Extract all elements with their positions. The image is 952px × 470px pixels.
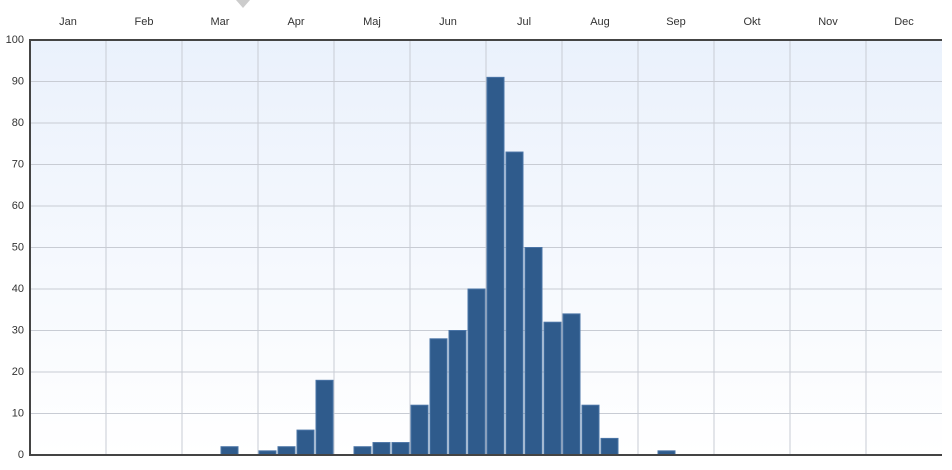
bar (296, 429, 315, 456)
bar (277, 446, 296, 456)
bar (581, 404, 600, 456)
bar (429, 338, 448, 456)
bar (448, 330, 467, 456)
x-tick-label: Jun (439, 16, 457, 28)
y-tick-label: 70 (12, 158, 24, 170)
bar (391, 442, 410, 456)
x-tick-label: Mar (211, 16, 230, 28)
x-tick-label: Feb (135, 16, 154, 28)
pointer (236, 0, 250, 8)
y-tick-label: 20 (12, 366, 24, 378)
x-tick-label: Jul (517, 16, 531, 28)
x-tick-label: Jan (59, 16, 77, 28)
x-tick-label: Okt (743, 16, 760, 28)
y-tick-label: 10 (12, 407, 24, 419)
x-tick-label: Apr (287, 16, 304, 28)
bar (486, 76, 505, 456)
y-tick-label: 60 (12, 200, 24, 212)
bar (220, 446, 239, 456)
bar (467, 288, 486, 456)
bar (372, 442, 391, 456)
axis-frame (29, 39, 942, 456)
y-tick-label: 90 (12, 75, 24, 87)
x-tick-label: Nov (818, 16, 838, 28)
x-tick-label: Dec (894, 16, 914, 28)
y-tick-label: 40 (12, 283, 24, 295)
x-tick-label: Aug (590, 16, 610, 28)
bar (543, 321, 562, 456)
y-tick-label: 50 (12, 241, 24, 253)
bar (315, 379, 334, 456)
bar (600, 437, 619, 456)
bar (505, 151, 524, 456)
x-tick-label: Sep (666, 16, 686, 28)
bar (524, 247, 543, 456)
y-tick-label: 100 (6, 34, 24, 46)
y-tick-label: 30 (12, 324, 24, 336)
bar (410, 404, 429, 456)
bar (353, 446, 372, 456)
bar (562, 313, 581, 456)
y-tick-label: 80 (12, 117, 24, 129)
x-tick-label: Maj (363, 16, 381, 28)
y-tick-label: 0 (18, 449, 24, 461)
